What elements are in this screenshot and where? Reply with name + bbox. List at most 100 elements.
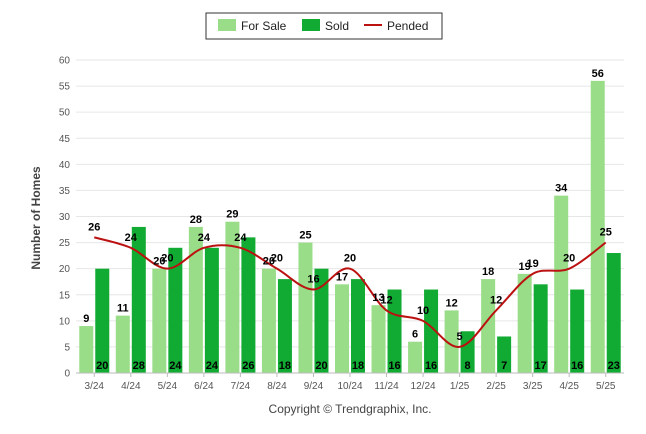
- bar-for-sale: [152, 268, 167, 373]
- y-tick-label: 10: [59, 316, 71, 327]
- bar-sold: [460, 331, 475, 373]
- label-sold: 24: [206, 360, 219, 372]
- label-for-sale: 25: [299, 230, 311, 242]
- bar-for-sale: [335, 284, 349, 373]
- label-pended: 24: [125, 232, 138, 244]
- label-for-sale: 12: [445, 297, 457, 309]
- bar-for-sale: [444, 310, 459, 373]
- label-sold: 7: [501, 360, 507, 372]
- bar-for-sale: [79, 326, 94, 373]
- label-pended: 20: [271, 253, 283, 265]
- y-tick-label: 55: [59, 82, 71, 93]
- x-tick-label: 10/24: [337, 381, 362, 392]
- label-sold: 18: [352, 360, 364, 372]
- bar-sold: [497, 336, 512, 373]
- label-pended: 20: [344, 253, 356, 265]
- legend-box: [205, 12, 443, 40]
- grid-lines: [76, 59, 624, 348]
- label-pended: 24: [198, 232, 211, 244]
- label-pended: 25: [600, 227, 612, 239]
- label-sold: 16: [388, 360, 400, 372]
- label-sold: 20: [315, 360, 327, 372]
- bar-sold: [533, 284, 548, 373]
- label-for-sale: 28: [190, 214, 202, 226]
- y-tick-label: 35: [59, 186, 71, 197]
- label-for-sale: 13: [372, 292, 384, 304]
- label-sold: 20: [96, 360, 108, 372]
- bar-sold: [131, 226, 146, 373]
- x-tick-label: 5/25: [596, 381, 616, 392]
- label-sold: 26: [242, 360, 254, 372]
- legend-label-sold: Sold: [325, 19, 349, 33]
- y-tick-label: 45: [59, 134, 71, 145]
- y-tick-label: 60: [59, 56, 71, 67]
- bars: [79, 80, 621, 373]
- y-tick-label: 25: [59, 238, 71, 249]
- bar-for-sale: [188, 226, 203, 373]
- legend: For Sale Sold Pended: [205, 12, 443, 40]
- bar-sold: [424, 289, 439, 373]
- label-pended: 20: [161, 253, 173, 265]
- bar-for-sale: [554, 195, 569, 373]
- pended-line: [93, 236, 607, 348]
- label-for-sale: 29: [226, 209, 238, 221]
- label-pended: 12: [380, 294, 392, 306]
- bar-sold: [606, 253, 621, 373]
- label-for-sale: 9: [83, 313, 89, 325]
- label-for-sale: 11: [117, 303, 129, 315]
- bar-for-sale: [517, 273, 532, 373]
- label-sold: 16: [425, 360, 437, 372]
- label-pended: 26: [88, 221, 100, 233]
- bar-sold: [387, 289, 402, 373]
- x-tick-label: 4/25: [559, 381, 579, 392]
- bar-sold: [168, 247, 183, 373]
- legend-label-pended: Pended: [387, 19, 428, 33]
- label-sold: 23: [608, 360, 620, 372]
- label-sold: 24: [169, 360, 182, 372]
- bar-for-sale: [261, 268, 276, 373]
- x-tick-label: 5/24: [158, 381, 178, 392]
- x-tick-label: 1/25: [450, 381, 470, 392]
- x-tick-label: 4/24: [121, 381, 141, 392]
- y-tick-label: 15: [59, 290, 71, 301]
- pended-line-group: [93, 236, 607, 348]
- label-for-sale: 6: [412, 329, 418, 341]
- label-for-sale: 34: [555, 183, 568, 195]
- bar-sold: [570, 289, 585, 373]
- label-sold: 18: [279, 360, 291, 372]
- label-pended: 24: [234, 232, 247, 244]
- bar-sold: [277, 279, 292, 373]
- y-tick-label: 50: [59, 108, 71, 119]
- label-pended: 5: [457, 331, 463, 343]
- label-for-sale: 18: [482, 266, 494, 278]
- y-axis-label: Number of Homes: [29, 166, 43, 270]
- label-sold: 28: [133, 360, 145, 372]
- x-tick-label: 11/24: [374, 381, 399, 392]
- bar-sold: [314, 268, 329, 373]
- legend-swatch-for-sale: [218, 19, 236, 31]
- label-pended: 20: [563, 253, 575, 265]
- data-labels: 9 20 11 28 20 24 28 24 29 26 20 18 25 20 17 18 13 16 6 16 12…: [83, 68, 620, 372]
- bar-for-sale: [408, 341, 423, 373]
- x-axis-ticks: 3/24 4/24 5/24 6/24 7/24 8/24 9/24 10/24 11/24 12…: [85, 373, 616, 392]
- bar-for-sale: [115, 315, 130, 373]
- y-tick-label: 20: [59, 264, 71, 275]
- label-for-sale: 56: [592, 68, 604, 80]
- legend-label-for-sale: For Sale: [241, 19, 287, 33]
- copyright-text: Copyright © Trendgraphix, Inc.: [269, 402, 432, 416]
- label-for-sale: 17: [336, 271, 348, 283]
- x-tick-label: 8/24: [267, 381, 287, 392]
- label-pended: 19: [527, 258, 539, 270]
- bar-for-sale: [225, 221, 240, 373]
- bar-sold: [241, 237, 256, 373]
- x-tick-label: 7/24: [231, 381, 251, 392]
- y-axis-ticks: 0 5 10 15 20 25 30 35 40 45 50 55 60: [59, 56, 71, 380]
- bar-sold: [95, 268, 110, 373]
- y-tick-label: 30: [59, 212, 71, 223]
- x-tick-label: 9/24: [304, 381, 324, 392]
- bar-for-sale: [298, 242, 313, 373]
- legend-swatch-sold: [302, 19, 320, 31]
- bar-sold: [204, 247, 219, 373]
- label-sold: 17: [535, 360, 547, 372]
